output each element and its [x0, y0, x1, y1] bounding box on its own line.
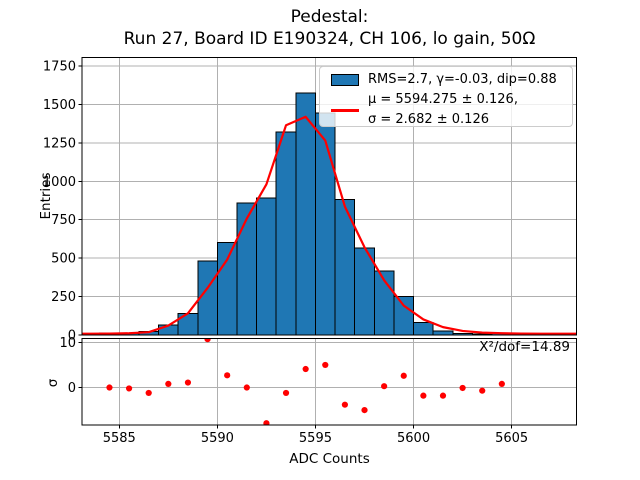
residual-dot	[165, 380, 172, 388]
main-y-tick-label: 1750	[43, 60, 76, 75]
residual-dot	[145, 389, 152, 397]
residual-dot	[243, 384, 250, 391]
residual-dot	[361, 406, 368, 414]
main-y-tick-label: 1000	[43, 175, 76, 190]
x-tick-label: 5605	[495, 431, 528, 446]
legend-fit-line-swatch	[331, 108, 359, 112]
chart-title-line-1: Pedestal:	[290, 7, 369, 27]
residual-markers	[106, 338, 505, 425]
residual-dot	[302, 365, 309, 373]
residual-dot	[224, 372, 231, 379]
axes-spines	[81, 57, 577, 426]
residual-dot	[322, 361, 329, 369]
legend-histogram-swatch	[331, 74, 359, 86]
histogram-bar	[314, 112, 336, 335]
histogram-bar	[295, 92, 316, 335]
residual-y-axis-label: σ	[45, 378, 61, 388]
histogram-bar	[354, 247, 375, 335]
legend-histogram-label: RMS=2.7, γ=-0.03, dip=0.88	[368, 72, 557, 87]
residual-dot	[125, 385, 133, 392]
chi2-annotation: X²/dof=14.89	[479, 339, 570, 355]
residual-dot	[498, 380, 505, 388]
legend-fit-label-line-1: μ = 5594.275 ± 0.126,	[368, 92, 518, 107]
residual-dot	[184, 379, 192, 386]
x-tick-label: 5590	[201, 431, 234, 446]
main-y-tick-label: 1500	[43, 98, 76, 113]
x-tick-label: 5585	[103, 431, 136, 446]
legend-entry-fit: μ = 5594.275 ± 0.126, σ = 2.682 ± 0.126	[326, 90, 566, 130]
x-tick-label: 5600	[397, 431, 430, 446]
legend: RMS=2.7, γ=-0.03, dip=0.88 μ = 5594.275 …	[319, 66, 573, 127]
residual-dot	[479, 387, 486, 394]
residual-dot	[341, 401, 348, 408]
legend-fit-label-line-2: σ = 2.682 ± 0.126	[368, 112, 489, 127]
x-axis-label: ADC Counts	[289, 451, 370, 467]
histogram-bar	[216, 242, 238, 335]
histogram-bar	[393, 295, 415, 335]
histogram-bar	[432, 330, 454, 335]
main-y-tick-label: 500	[51, 252, 76, 267]
residual-dot	[282, 389, 290, 397]
residual-y-tick-label: 0	[68, 381, 76, 396]
main-y-tick-label: 750	[51, 213, 76, 228]
histogram-bar	[275, 131, 297, 335]
residual-y-tick-label: 10	[59, 336, 76, 351]
residual-dot	[439, 392, 447, 399]
chart-title-line-2: Run 27, Board ID E190324, CH 106, lo gai…	[123, 28, 536, 49]
main-y-tick-label: 1250	[43, 136, 76, 151]
histogram-bar	[236, 202, 258, 335]
main-y-axis-label: Entries	[38, 172, 54, 220]
residual-dot	[459, 384, 466, 392]
histogram-bar	[256, 197, 277, 335]
legend-entry-histogram: RMS=2.7, γ=-0.03, dip=0.88	[326, 70, 566, 90]
main-y-tick-label: 0	[68, 328, 76, 343]
main-y-tick-label: 250	[51, 290, 76, 305]
histogram-bar	[413, 322, 434, 335]
residual-dot	[204, 338, 211, 343]
tick-marks	[78, 65, 513, 429]
residual-dot	[263, 420, 270, 425]
residual-dot	[106, 384, 113, 391]
residual-dot	[420, 392, 427, 399]
chart-title: Pedestal: Run 27, Board ID E190324, CH 1…	[82, 7, 577, 50]
residual-dot	[400, 372, 407, 379]
fit-curve	[82, 115, 577, 335]
residual-dot	[381, 383, 388, 390]
x-tick-label: 5595	[299, 431, 332, 446]
